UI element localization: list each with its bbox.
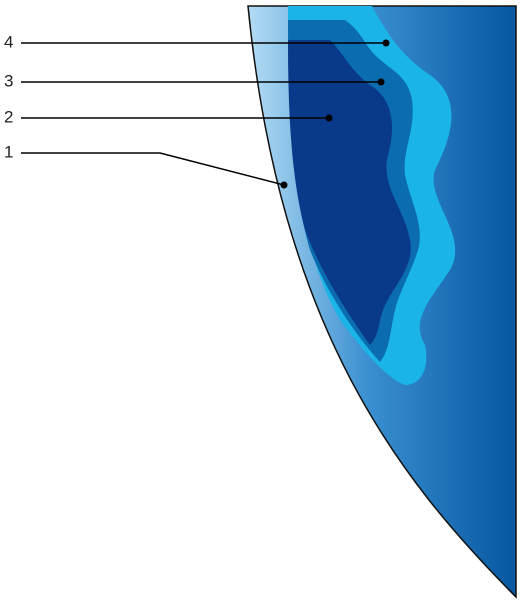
label: 1: [4, 142, 13, 161]
layer-2: [288, 40, 411, 345]
label: 4: [4, 32, 13, 51]
label: 2: [4, 107, 13, 126]
leader-lines: [21, 39, 390, 189]
label: 3: [4, 71, 13, 90]
